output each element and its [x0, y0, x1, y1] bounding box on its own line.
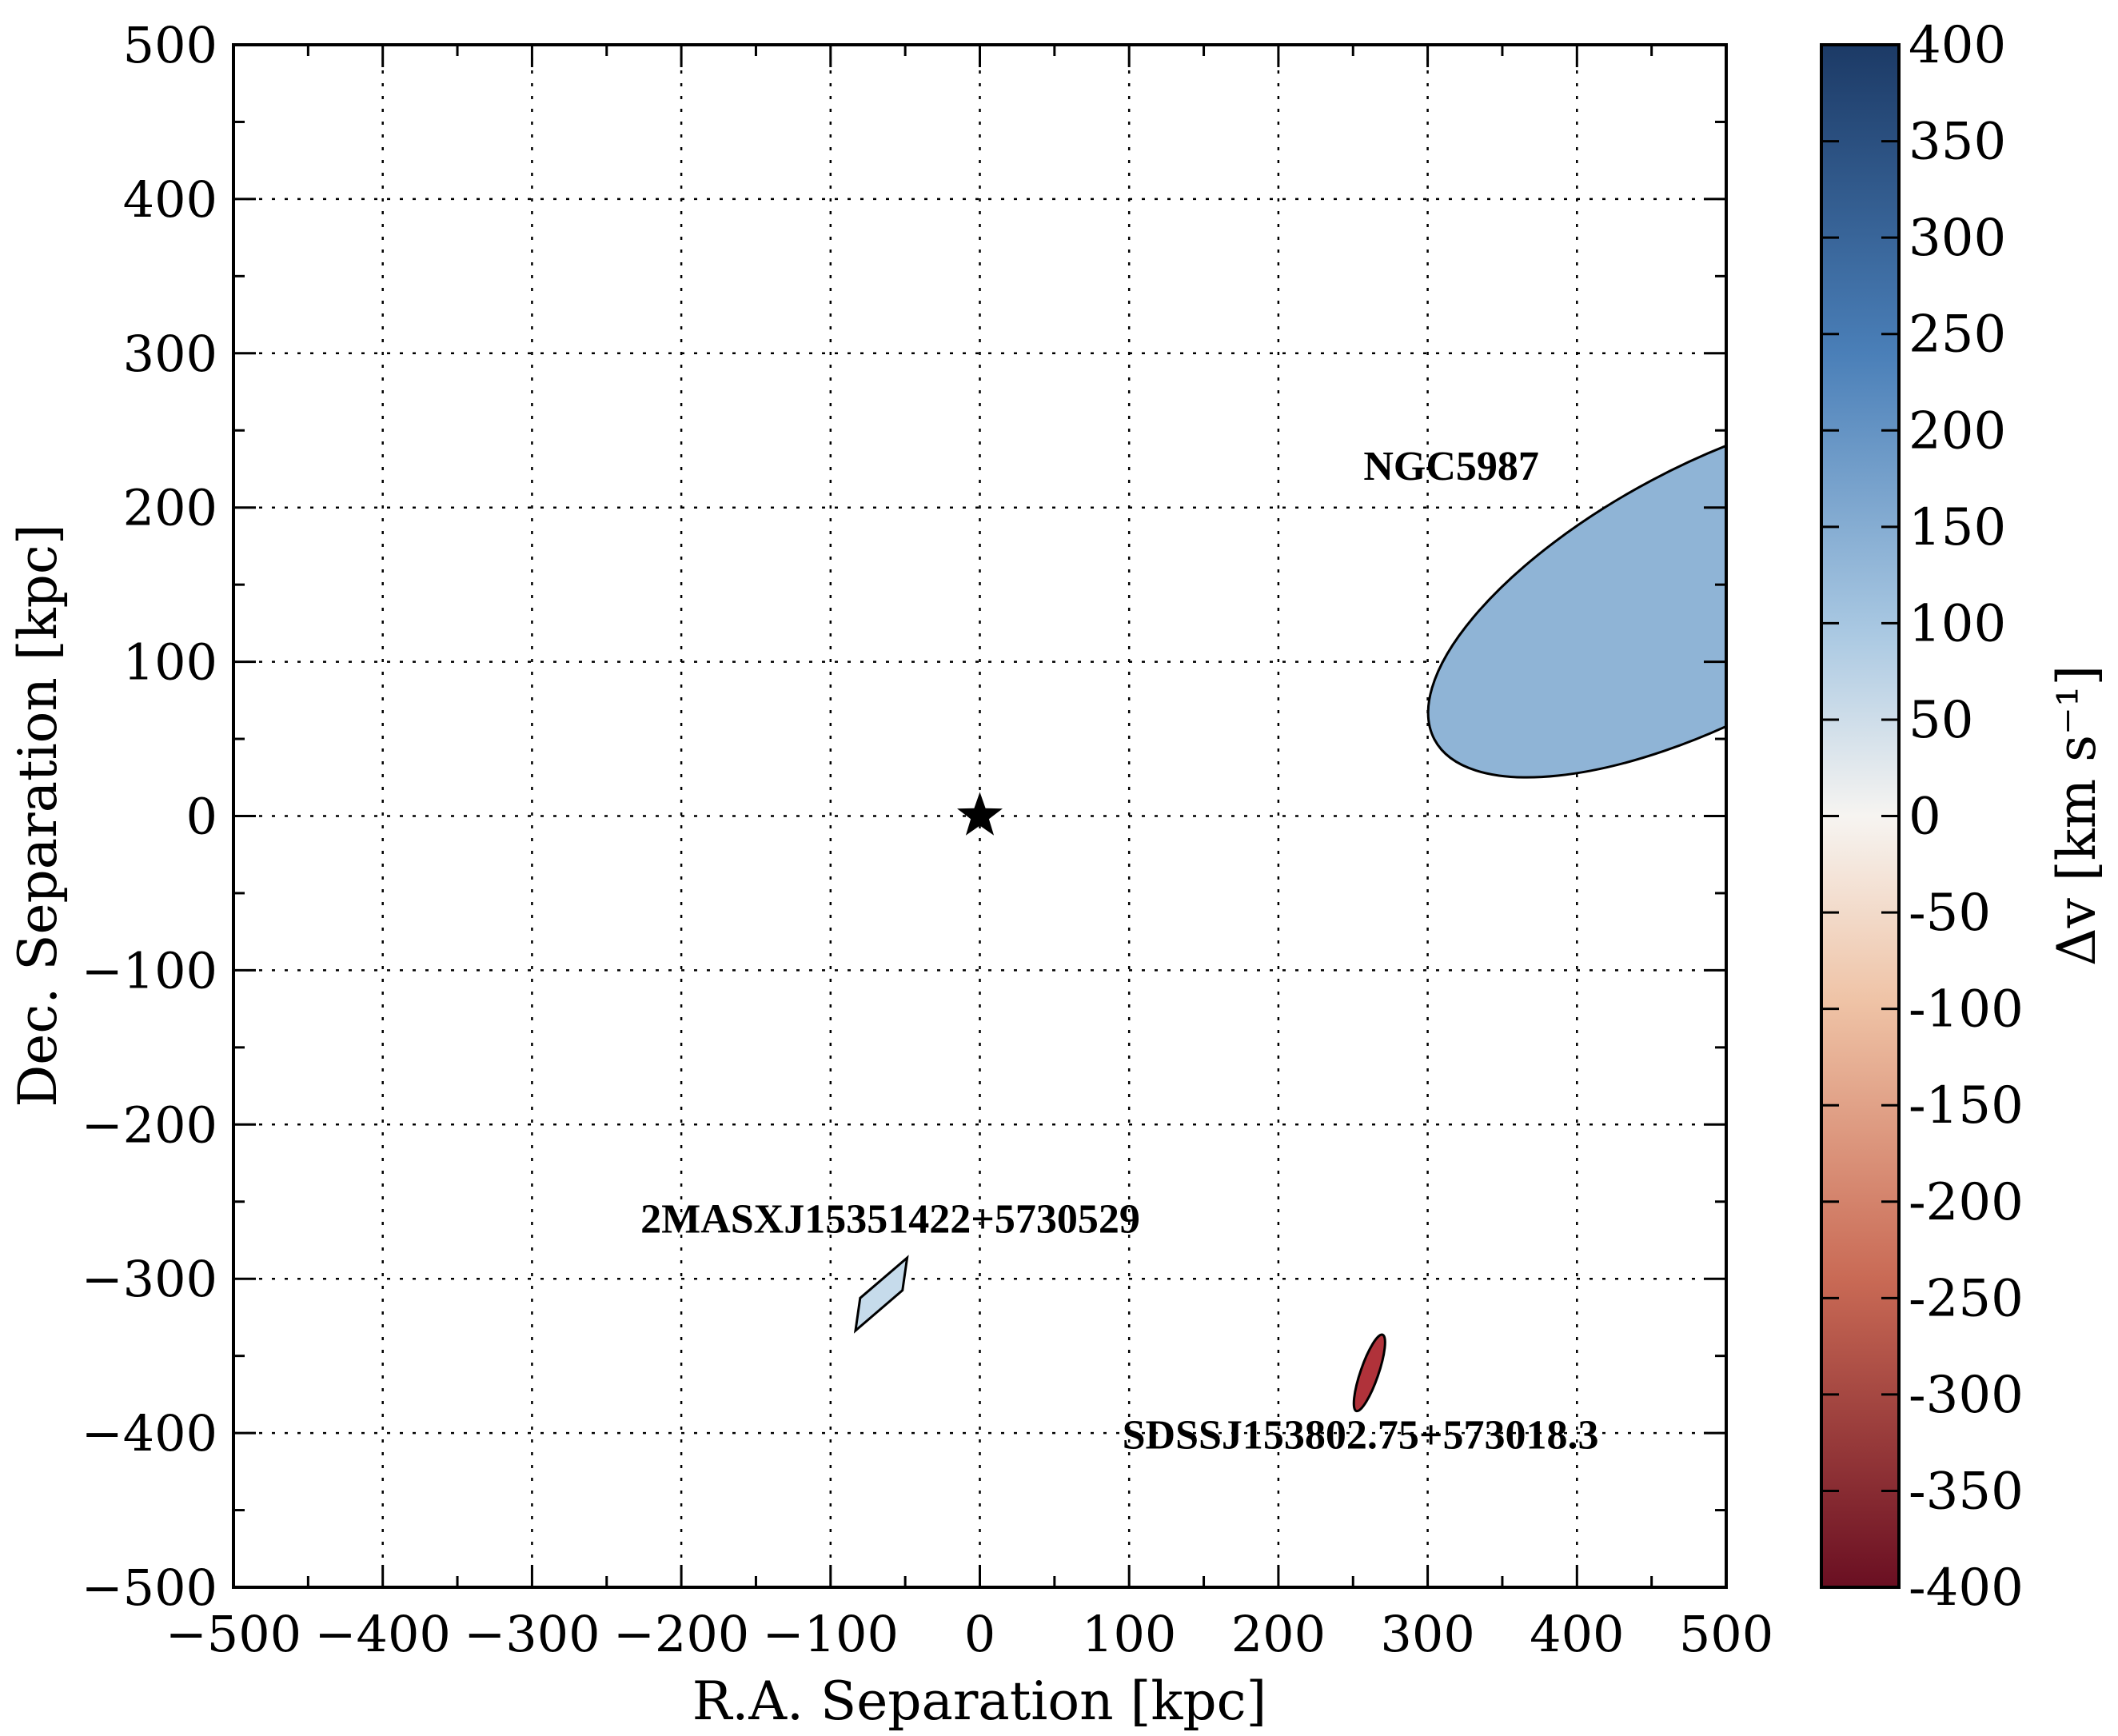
colorbar-tick-label: 50 [1909, 691, 1973, 750]
colorbar-tick-label: 150 [1909, 498, 2006, 557]
x-tick-label: −200 [613, 1605, 749, 1663]
galaxy-marker [1426, 405, 1726, 779]
colorbar-tick-label: -400 [1909, 1558, 2024, 1618]
colorbar-tick-label: -300 [1909, 1366, 2024, 1425]
y-tick-label: −100 [82, 941, 217, 1000]
colorbar-tick-label: 350 [1909, 113, 2006, 172]
colorbar-label: Δv [km s⁻¹] [2046, 665, 2108, 966]
x-tick-label: 100 [1082, 1605, 1176, 1663]
x-tick-label: −500 [166, 1605, 301, 1663]
x-tick-label: −400 [315, 1605, 451, 1663]
y-tick-label: 400 [123, 170, 217, 229]
x-tick-label: 300 [1380, 1605, 1474, 1663]
data-marks [853, 405, 1726, 1413]
x-tick-label: −100 [763, 1605, 899, 1663]
colorbar-tick-label: -250 [1909, 1269, 2024, 1328]
colorbar-tick-label: 250 [1909, 305, 2006, 365]
galaxy-labels: NGC5987 2MASXJ15351422+5730529 SDSSJ153802… [640, 444, 1598, 1458]
colorbar-tick-label: 0 [1909, 788, 1941, 847]
y-tick-label: −400 [82, 1404, 217, 1463]
colorbar-tick-label: -150 [1909, 1076, 2024, 1135]
y-tick-label: 100 [123, 633, 217, 692]
colorbar-tick-label: 400 [1909, 16, 2006, 75]
x-tick-label: −300 [464, 1605, 600, 1663]
galaxy-label: 2MASXJ15351422+5730529 [640, 1196, 1140, 1242]
y-axis-label: Dec. Separation [kpc] [7, 524, 69, 1107]
center-star-marker [957, 792, 1003, 836]
y-tick-label: −500 [82, 1558, 217, 1617]
colorbar-ticks: 400 350 300 250 200 150 100 50 0 -50 -100 -150 -200 -… [1821, 16, 2024, 1618]
colorbar-tick-label: -100 [1909, 980, 2024, 1040]
galaxy-label: SDSSJ153802.75+573018.3 [1123, 1412, 1599, 1458]
y-tick-label: 200 [123, 479, 217, 537]
colorbar-tick-label: -350 [1909, 1462, 2024, 1521]
colorbar-tick-label: 100 [1909, 594, 2006, 653]
plot-area: −500 −400 −300 −200 −100 0 100 200 300 400 500−500… [82, 16, 1773, 1663]
colorbar: 400 350 300 250 200 150 100 50 0 -50 -100 -150 -200 -… [1820, 16, 2108, 1618]
galaxy-marker [853, 1255, 909, 1334]
y-tick-label: 500 [123, 16, 217, 74]
colorbar-tick-label: -200 [1909, 1173, 2024, 1232]
x-axis-label: R.A. Separation [kpc] [692, 1670, 1267, 1732]
y-tick-label: −200 [82, 1095, 217, 1154]
colorbar-tick-label: -50 [1909, 884, 1991, 943]
galaxy-label: NGC5987 [1363, 444, 1539, 489]
axis-ticks: −500 −400 −300 −200 −100 0 100 200 300 400 500−500… [82, 16, 1773, 1663]
x-tick-label: 400 [1530, 1605, 1624, 1663]
galaxy-marker [1352, 1333, 1386, 1413]
x-tick-label: 200 [1231, 1605, 1326, 1663]
y-tick-label: 300 [123, 325, 217, 383]
x-tick-label: 500 [1679, 1605, 1773, 1663]
y-tick-label: −300 [82, 1250, 217, 1308]
grid-lines [233, 45, 1726, 1587]
colorbar-tick-label: 200 [1909, 401, 2006, 461]
x-tick-label: 0 [964, 1605, 995, 1663]
colorbar-tick-label: 300 [1909, 209, 2006, 268]
y-tick-label: 0 [186, 788, 217, 846]
